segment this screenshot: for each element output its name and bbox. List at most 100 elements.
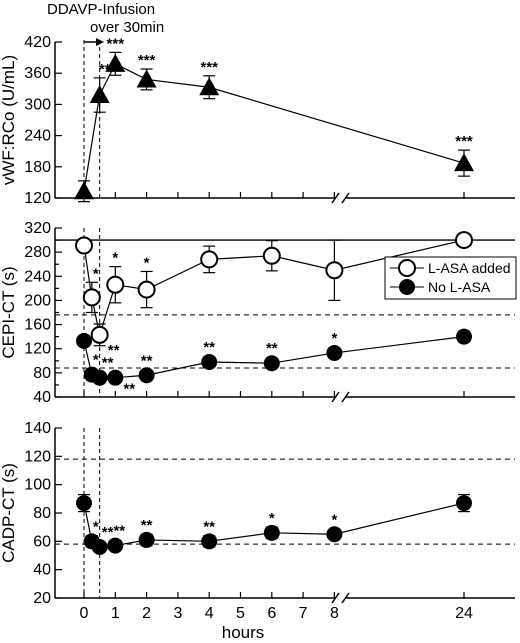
data-point-open-circle <box>325 261 344 280</box>
axis-break-mark <box>331 592 340 604</box>
significance-label: *** <box>200 59 218 76</box>
data-point-open-circle <box>262 246 281 265</box>
significance-label: * <box>112 250 118 267</box>
data-point-filled-circle <box>263 524 280 541</box>
significance-label: *** <box>455 133 473 150</box>
data-point-filled-circle <box>201 533 218 550</box>
significance-label: * <box>269 510 275 527</box>
y-tick-label: 240 <box>24 128 51 145</box>
significance-label: *** <box>99 61 117 78</box>
x-tick-label: 5 <box>236 605 245 622</box>
significance-label: ** <box>102 355 114 372</box>
significance-label: ** <box>266 340 278 357</box>
legend-marker-open-circle <box>398 259 416 277</box>
axis-break-mark <box>331 391 340 403</box>
x-tick-label: 6 <box>267 605 276 622</box>
significance-label: *** <box>107 35 125 52</box>
y-tick-label: 240 <box>24 268 51 285</box>
legend: L-ASA added No L-ASA <box>384 256 517 300</box>
y-tick-label: 160 <box>24 317 51 334</box>
legend-marker-filled-circle <box>399 279 415 295</box>
y-tick-label: 60 <box>33 533 51 550</box>
data-point-triangle <box>74 181 94 200</box>
data-point-filled-circle <box>76 495 92 512</box>
y-tick-label: 120 <box>24 190 51 207</box>
y-tick-label: 180 <box>24 159 51 176</box>
data-point-filled-circle <box>76 332 92 349</box>
axis-break-mark <box>341 592 350 604</box>
significance-label: * <box>93 352 99 369</box>
significance-label: ** <box>102 524 114 541</box>
data-point-filled-circle <box>201 353 218 370</box>
y-tick-label: 40 <box>33 389 51 406</box>
data-point-filled-circle <box>107 537 124 554</box>
data-point-filled-circle <box>263 355 280 372</box>
significance-label: ** <box>123 381 135 398</box>
data-point-open-circle <box>200 250 219 269</box>
data-point-open-circle <box>90 325 109 344</box>
significance-label: * <box>331 330 337 347</box>
y-tick-label: 200 <box>24 292 51 309</box>
data-point-triangle <box>89 85 110 104</box>
data-point-open-circle <box>75 236 93 255</box>
y-axis-label: CEPI-CT (s) <box>0 266 18 358</box>
x-tick-label: 3 <box>173 605 182 622</box>
y-axis-label: vWF:RCo (U/mL) <box>0 55 18 185</box>
data-point-filled-circle <box>456 328 472 345</box>
y-tick-label: 80 <box>33 365 51 382</box>
annotation-line2: over 30min <box>90 19 164 36</box>
y-tick-label: 300 <box>24 96 51 113</box>
x-tick-label: 24 <box>455 605 473 622</box>
series-line <box>83 63 465 192</box>
data-point-filled-circle <box>326 344 343 361</box>
x-tick-label: 2 <box>142 605 151 622</box>
data-point-open-circle <box>82 288 101 307</box>
data-point-filled-circle <box>138 367 155 384</box>
y-tick-label: 80 <box>33 505 51 522</box>
data-point-triangle <box>199 77 220 96</box>
axis-break-mark <box>331 192 340 204</box>
axis-break-mark <box>341 391 350 403</box>
data-point-open-circle <box>137 280 156 299</box>
data-point-open-circle <box>106 275 125 294</box>
y-tick-label: 100 <box>24 477 51 494</box>
axis-break-mark <box>341 192 350 204</box>
significance-label: * <box>93 265 99 282</box>
y-tick-label: 40 <box>33 562 51 579</box>
y-tick-label: 360 <box>24 65 51 82</box>
y-tick-label: 420 <box>24 34 51 51</box>
annotation-line1: DDAVP-Infusion <box>47 1 155 18</box>
x-tick-label: 1 <box>111 605 120 622</box>
y-tick-label: 320 <box>24 220 51 237</box>
data-point-filled-circle <box>91 369 108 386</box>
x-tick-label: 0 <box>80 605 89 622</box>
x-axis-tick-labels: 0 1 2 3 4 5 6 7 8 24 <box>80 605 473 622</box>
data-point-filled-circle <box>456 495 472 512</box>
data-point-filled-circle <box>326 526 343 543</box>
y-tick-label: 140 <box>24 420 51 437</box>
significance-label: * <box>93 518 99 535</box>
significance-label: ** <box>141 517 153 534</box>
y-tick-label: 20 <box>33 590 51 607</box>
significance-label: ** <box>203 518 215 535</box>
significance-label: * <box>331 511 337 528</box>
x-axis-label: hours <box>222 623 265 642</box>
significance-label: * <box>144 254 150 271</box>
data-point-open-circle <box>455 231 473 250</box>
significance-label: ** <box>203 339 215 356</box>
x-tick-label: 8 <box>330 605 339 622</box>
significance-label: ** <box>113 523 125 540</box>
data-point-triangle <box>136 69 157 88</box>
data-point-filled-circle <box>91 539 108 555</box>
x-tick-label: 7 <box>299 605 308 622</box>
panel-vwf-rco: 120 180 240 300 360 420 vWF:RCo (U/mL) *** *** **… <box>0 34 515 207</box>
significance-label: ** <box>141 352 153 369</box>
y-tick-label: 120 <box>24 341 51 358</box>
data-point-filled-circle <box>107 369 124 386</box>
data-point-filled-circle <box>138 531 155 548</box>
y-tick-label: 120 <box>24 448 51 465</box>
significance-label: ** <box>108 342 120 359</box>
